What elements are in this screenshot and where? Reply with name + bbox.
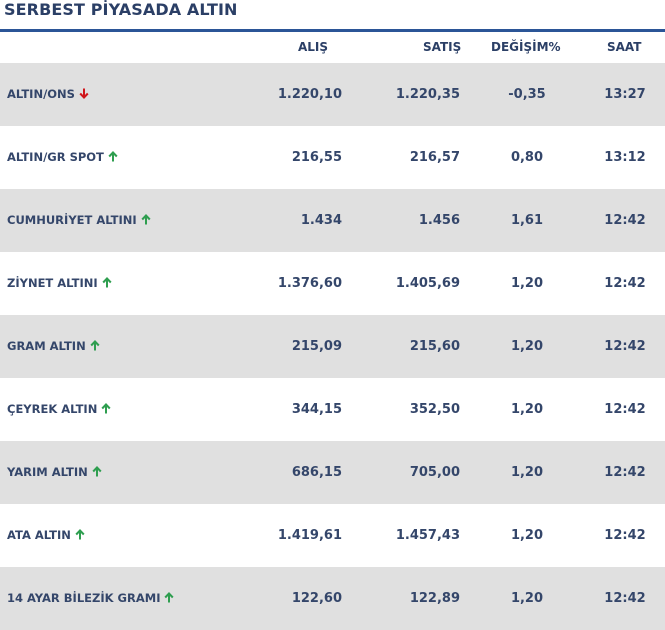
sell-price: 122,89 <box>409 591 460 606</box>
page-title: SERBEST PİYASADA ALTIN <box>4 0 238 19</box>
instrument-cell: ÇEYREK ALTIN <box>7 402 111 416</box>
change-percent: 1,20 <box>510 402 544 417</box>
column-header: SAAT <box>607 40 642 54</box>
trend-up-arrow <box>108 151 118 162</box>
sell-price: 705,00 <box>409 465 460 480</box>
sell-price: 1.405,69 <box>395 276 460 291</box>
instrument-name: ÇEYREK ALTIN <box>7 402 98 416</box>
table-row: GRAM ALTIN 215,09 215,60 1,20 12:42 <box>0 315 665 378</box>
update-time: 13:12 <box>604 150 646 165</box>
instrument-name: ALTIN/ONS <box>7 87 75 101</box>
instrument-name: ZİYNET ALTINI <box>7 276 98 290</box>
buy-price: 344,15 <box>291 402 342 417</box>
buy-price: 1.376,60 <box>277 276 342 291</box>
update-time: 12:42 <box>604 591 646 606</box>
title-rule <box>0 29 665 32</box>
change-percent: 1,61 <box>510 213 544 228</box>
table-row: ALTIN/ONS 1.220,10 1.220,35 -0,35 13:27 <box>0 63 665 126</box>
change-percent: 1,20 <box>510 276 544 291</box>
table-row: 14 AYAR BİLEZİK GRAMI 122,60 122,89 1,20 12:… <box>0 567 665 630</box>
change-percent: 1,20 <box>510 528 544 543</box>
instrument-name: ATA ALTIN <box>7 528 71 542</box>
instrument-cell: ZİYNET ALTINI <box>7 276 112 290</box>
trend-up-arrow <box>92 466 102 477</box>
sell-price: 216,57 <box>409 150 460 165</box>
instrument-cell: ALTIN/ONS <box>7 87 89 101</box>
trend-down-arrow <box>79 88 89 99</box>
buy-price: 215,09 <box>291 339 342 354</box>
change-percent: 1,20 <box>510 591 544 606</box>
column-header: ALIŞ <box>298 40 329 54</box>
instrument-cell: CUMHURİYET ALTINI <box>7 213 151 227</box>
instrument-cell: ATA ALTIN <box>7 528 85 542</box>
table-row: CUMHURİYET ALTINI 1.434 1.456 1,61 12:42 <box>0 189 665 252</box>
instrument-cell: YARIM ALTIN <box>7 465 102 479</box>
trend-up-arrow <box>164 592 175 603</box>
instrument-name: ALTIN/GR SPOT <box>7 150 104 164</box>
update-time: 12:42 <box>604 528 646 543</box>
change-percent: 1,20 <box>510 339 544 354</box>
change-percent: 0,80 <box>510 150 544 165</box>
instrument-cell: GRAM ALTIN <box>7 339 100 353</box>
buy-price: 686,15 <box>291 465 342 480</box>
update-time: 12:42 <box>604 402 646 417</box>
instrument-name: 14 AYAR BİLEZİK GRAMI <box>7 591 161 605</box>
trend-up-arrow <box>90 340 100 351</box>
table-row: ÇEYREK ALTIN 344,15 352,50 1,20 12:42 <box>0 378 665 441</box>
update-time: 12:42 <box>604 465 646 480</box>
change-percent: 1,20 <box>510 465 544 480</box>
table-row: ZİYNET ALTINI 1.376,60 1.405,69 1,20 12:42 <box>0 252 665 315</box>
update-time: 13:27 <box>604 87 646 102</box>
column-header: SATIŞ <box>423 40 462 54</box>
trend-up-arrow <box>141 214 151 225</box>
column-header: DEĞİŞİM% <box>491 40 561 54</box>
trend-up-arrow <box>75 529 85 540</box>
trend-up-arrow <box>102 277 112 288</box>
buy-price: 216,55 <box>291 150 342 165</box>
buy-price: 1.419,61 <box>277 528 342 543</box>
sell-price: 1.220,35 <box>395 87 460 102</box>
trend-up-arrow <box>101 403 111 414</box>
sell-price: 1.456 <box>418 213 460 228</box>
instrument-name: CUMHURİYET ALTINI <box>7 213 137 227</box>
table-row: YARIM ALTIN 686,15 705,00 1,20 12:42 <box>0 441 665 504</box>
instrument-name: YARIM ALTIN <box>7 465 88 479</box>
sell-price: 352,50 <box>409 402 460 417</box>
table-row: ALTIN/GR SPOT 216,55 216,57 0,80 13:12 <box>0 126 665 189</box>
sell-price: 1.457,43 <box>395 528 460 543</box>
instrument-cell: 14 AYAR BİLEZİK GRAMI <box>7 591 175 605</box>
update-time: 12:42 <box>604 339 646 354</box>
buy-price: 122,60 <box>291 591 342 606</box>
instrument-cell: ALTIN/GR SPOT <box>7 150 118 164</box>
update-time: 12:42 <box>604 213 646 228</box>
table-header: ALIŞ SATIŞ DEĞİŞİM% SAAT <box>0 32 665 63</box>
sell-price: 215,60 <box>409 339 460 354</box>
change-percent: -0,35 <box>508 87 546 102</box>
buy-price: 1.434 <box>300 213 342 228</box>
update-time: 12:42 <box>604 276 646 291</box>
instrument-name: GRAM ALTIN <box>7 339 86 353</box>
buy-price: 1.220,10 <box>277 87 342 102</box>
table-row: ATA ALTIN 1.419,61 1.457,43 1,20 12:42 <box>0 504 665 567</box>
